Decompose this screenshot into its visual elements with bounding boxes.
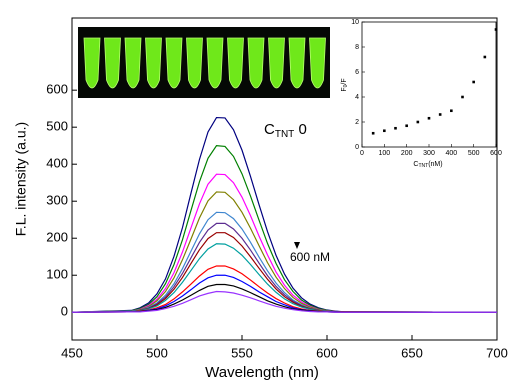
inset-point bbox=[483, 55, 487, 59]
y-tick-label: 600 bbox=[46, 82, 68, 97]
x-tick-label: 600 bbox=[316, 345, 338, 360]
vial bbox=[124, 37, 142, 89]
inset-y-tick-label: 4 bbox=[355, 94, 359, 101]
label-part: /F bbox=[341, 78, 348, 84]
inset-x-label: CTNT(nM) bbox=[413, 161, 442, 169]
y-tick-label: 0 bbox=[61, 304, 68, 319]
spectrum-line bbox=[71, 173, 498, 313]
label-part: 0 bbox=[343, 84, 349, 87]
inset-point bbox=[383, 129, 386, 133]
vial bbox=[186, 37, 203, 89]
vial bbox=[165, 37, 183, 89]
inset-x-tick-label: 300 bbox=[423, 150, 435, 157]
annotation-part: C bbox=[264, 121, 275, 138]
x-axis-label: Wavelength (nm) bbox=[205, 364, 319, 381]
inset-y-tick-label: 8 bbox=[355, 44, 359, 51]
inset-point bbox=[427, 116, 431, 120]
label-part: C bbox=[413, 161, 418, 168]
vial bbox=[145, 37, 162, 89]
spectrum-line bbox=[71, 116, 498, 313]
vial bbox=[104, 37, 121, 89]
spectrum-line bbox=[71, 290, 497, 313]
inset-point bbox=[450, 109, 453, 113]
label-part: TNT bbox=[418, 163, 428, 169]
vial bbox=[83, 37, 101, 89]
inset-x-tick-label: 600 bbox=[490, 150, 502, 157]
x-tick-label: 650 bbox=[401, 345, 423, 360]
annotation-part: 0 bbox=[294, 121, 307, 138]
inset-frame bbox=[361, 21, 497, 148]
inset-x-tick-label: 500 bbox=[468, 150, 480, 157]
inset-point bbox=[438, 113, 442, 116]
plot-frame bbox=[71, 17, 498, 341]
annotation: CTNT 0 bbox=[264, 121, 307, 140]
x-tick-label: 700 bbox=[486, 345, 508, 360]
x-tick-label: 500 bbox=[146, 345, 168, 360]
vial bbox=[268, 37, 285, 89]
annotation: 600 nM bbox=[290, 250, 330, 264]
inset-x-tick-label: 400 bbox=[445, 150, 457, 157]
inset-point bbox=[416, 120, 420, 124]
annotation-part: TNT bbox=[275, 129, 294, 140]
inset-point bbox=[405, 124, 408, 128]
y-tick-label: 200 bbox=[46, 230, 68, 245]
spectrum-line bbox=[71, 191, 498, 313]
inset-x-tick-label: 200 bbox=[401, 150, 413, 157]
y-axis-label: F.L. intensity (a.u.) bbox=[13, 122, 29, 236]
inset-point bbox=[371, 131, 375, 135]
y-tick-label: 300 bbox=[46, 193, 68, 208]
y-tick-label: 500 bbox=[46, 119, 68, 134]
arrow bbox=[294, 242, 300, 249]
vial bbox=[247, 37, 265, 89]
inset-point bbox=[461, 95, 464, 99]
inset-y-tick-label: 2 bbox=[355, 119, 359, 126]
spectrum-line bbox=[71, 232, 498, 313]
x-tick-label: 450 bbox=[61, 345, 83, 360]
inset-y-tick-label: 6 bbox=[355, 69, 359, 76]
inset-x-tick-label: 100 bbox=[378, 150, 390, 157]
spectrum-line bbox=[71, 145, 498, 313]
y-tick-label: 400 bbox=[46, 156, 68, 171]
spectrum-line bbox=[71, 243, 497, 313]
inset-point bbox=[472, 80, 475, 84]
vial bbox=[206, 37, 224, 89]
vial bbox=[309, 37, 326, 89]
inset-y-tick-label: 0 bbox=[355, 144, 359, 151]
inset-point bbox=[494, 28, 498, 31]
y-tick-label: 100 bbox=[46, 267, 68, 282]
inset-x-tick-label: 0 bbox=[360, 150, 364, 157]
vial bbox=[288, 37, 306, 89]
label-part: F bbox=[341, 87, 348, 91]
x-tick-label: 550 bbox=[231, 345, 253, 360]
vial-photo bbox=[78, 27, 330, 98]
inset-point bbox=[394, 126, 397, 130]
inset-y-label: F0/F bbox=[341, 78, 349, 91]
label-part: (nM) bbox=[428, 161, 442, 168]
vial bbox=[227, 37, 244, 89]
inset-y-tick-label: 10 bbox=[351, 19, 359, 26]
